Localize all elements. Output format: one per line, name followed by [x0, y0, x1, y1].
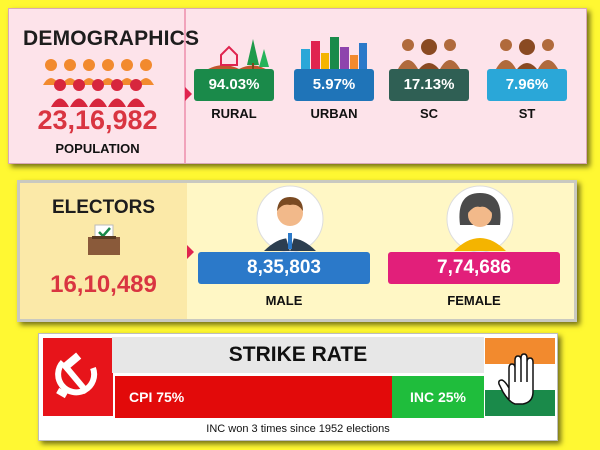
strike-rate-title: STRIKE RATE [112, 337, 484, 373]
population-label: POPULATION [55, 141, 140, 156]
cpi-share-bar: CPI 75% [115, 376, 392, 418]
st-stat-badge: 7.96% [487, 69, 567, 101]
male-label: MALE [265, 293, 303, 308]
rural-label: RURAL [211, 106, 257, 121]
electors-title: ELECTORS [51, 197, 156, 218]
population-people-icon [43, 59, 154, 107]
male-count: 8,35,803 [198, 252, 370, 284]
male-avatar-icon [256, 185, 324, 253]
sc-label: SC [419, 106, 439, 121]
electors-total-section: ELECTORS 16,10,489 [20, 183, 187, 319]
ballot-box-icon [88, 224, 120, 255]
urban-label: URBAN [310, 106, 358, 121]
inc-hand-logo [485, 338, 555, 416]
demographics-panel: DEMOGRAPHICS 23,16,982 POPULATION 94.03%… [8, 8, 587, 164]
demographics-title: DEMOGRAPHICS [23, 27, 200, 50]
pointer-arrow [187, 245, 194, 259]
inc-share-bar: INC 25% [392, 376, 484, 418]
st-people-group-icon [496, 39, 558, 75]
female-avatar-icon [446, 185, 514, 253]
strike-rate-panel: STRIKE RATE CPI 75% INC 25% INC won 3 ti… [38, 333, 558, 441]
hand-symbol-icon [485, 338, 555, 416]
urban-stat-badge: 5.97% [294, 69, 374, 101]
population-section: DEMOGRAPHICS 23,16,982 POPULATION [9, 9, 199, 163]
st-label: ST [518, 106, 536, 121]
population-value: 23,16,982 [37, 105, 158, 135]
female-count: 7,74,686 [388, 252, 560, 284]
electors-total: 16,10,489 [50, 271, 157, 298]
rural-stat-badge: 94.03% [194, 69, 274, 101]
city-skyline-icon [301, 37, 367, 75]
electors-panel: ELECTORS 16,10,489 8,35,803 MALE 7,74,68… [17, 180, 577, 322]
cpi-hammer-sickle-logo [43, 338, 113, 416]
sc-stat-badge: 17.13% [389, 69, 469, 101]
sc-people-group-icon [398, 39, 460, 75]
hammer-sickle-icon [55, 352, 98, 399]
female-label: FEMALE [447, 293, 501, 308]
strike-rate-note: INC won 3 times since 1952 elections [206, 423, 390, 435]
pointer-arrow [185, 87, 192, 101]
